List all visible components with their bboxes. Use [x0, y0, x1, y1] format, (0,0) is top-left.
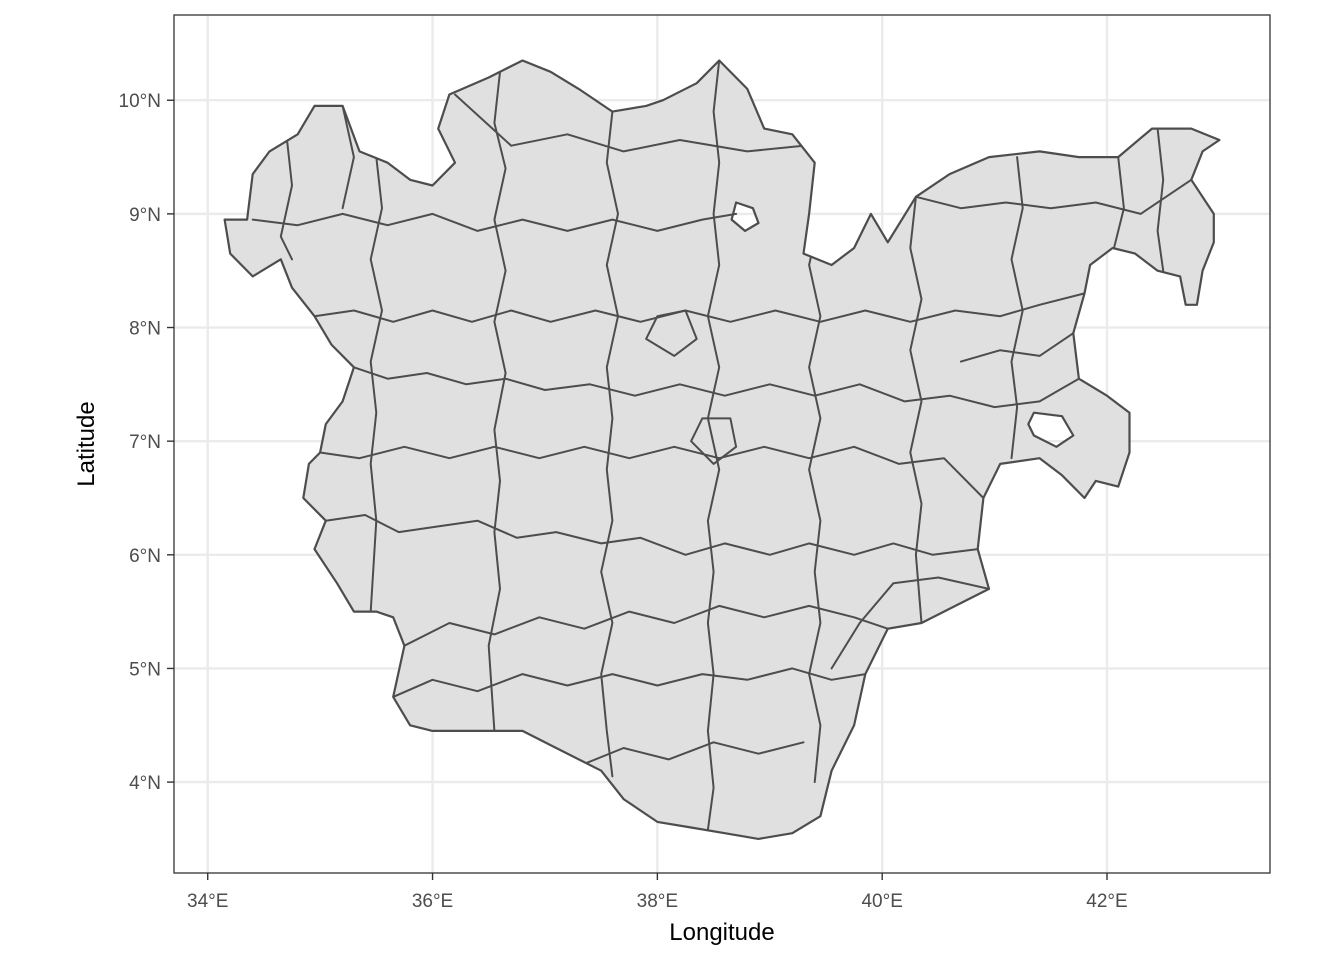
district-boundary-13 [369, 156, 383, 613]
x-axis-ticks: 34°E 36°E 38°E 40°E 42°E [187, 873, 1128, 912]
district-boundaries [251, 60, 1193, 831]
y-tick-label-0: 4°N [129, 773, 161, 794]
district-boundary-6 [392, 667, 867, 698]
y-axis-title: Latitude [73, 401, 100, 486]
district-boundary-15 [454, 93, 805, 153]
district-boundary-3 [251, 212, 738, 232]
x-tick-label-0: 34°E [187, 891, 228, 912]
y-tick-label-3: 7°N [129, 432, 161, 453]
district-boundary-7 [487, 70, 507, 732]
y-tick-label-4: 8°N [129, 319, 161, 340]
district-boundary-10 [808, 161, 822, 784]
district-boundary-25 [1156, 127, 1165, 272]
district-boundary-11 [909, 195, 923, 624]
district-boundary-17 [645, 309, 698, 357]
y-tick-label-2: 6°N [129, 546, 161, 567]
y-tick-label-5: 9°N [129, 205, 161, 226]
district-boundary-9 [706, 60, 721, 831]
district-boundary-21 [341, 104, 355, 210]
district-boundary-0 [324, 514, 979, 556]
district-boundary-8 [600, 110, 619, 778]
district-boundary-1 [352, 366, 1080, 409]
district-boundary-22 [279, 133, 293, 261]
panel-border [173, 14, 1271, 874]
x-tick-label-4: 42°E [1086, 891, 1127, 912]
district-boundary-24 [830, 576, 990, 670]
district-boundary-20 [319, 445, 985, 499]
district-boundary-19 [403, 604, 889, 647]
district-boundary-12 [1010, 156, 1024, 460]
district-boundary-5 [914, 178, 1193, 215]
regions [223, 59, 1221, 840]
y-axis-ticks: 4°N 5°N 6°N 7°N 8°N 9°N 10°N [119, 91, 174, 794]
x-tick-label-3: 40°E [861, 891, 902, 912]
district-boundary-23 [959, 332, 1075, 363]
x-tick-label-2: 38°E [637, 891, 678, 912]
district-boundary-14 [1111, 156, 1125, 255]
y-tick-label-6: 10°N [119, 91, 161, 112]
district-boundary-16 [690, 417, 738, 465]
y-tick-label-1: 5°N [129, 659, 161, 680]
x-tick-label-1: 36°E [412, 891, 453, 912]
x-axis-title: Longitude [669, 919, 774, 946]
